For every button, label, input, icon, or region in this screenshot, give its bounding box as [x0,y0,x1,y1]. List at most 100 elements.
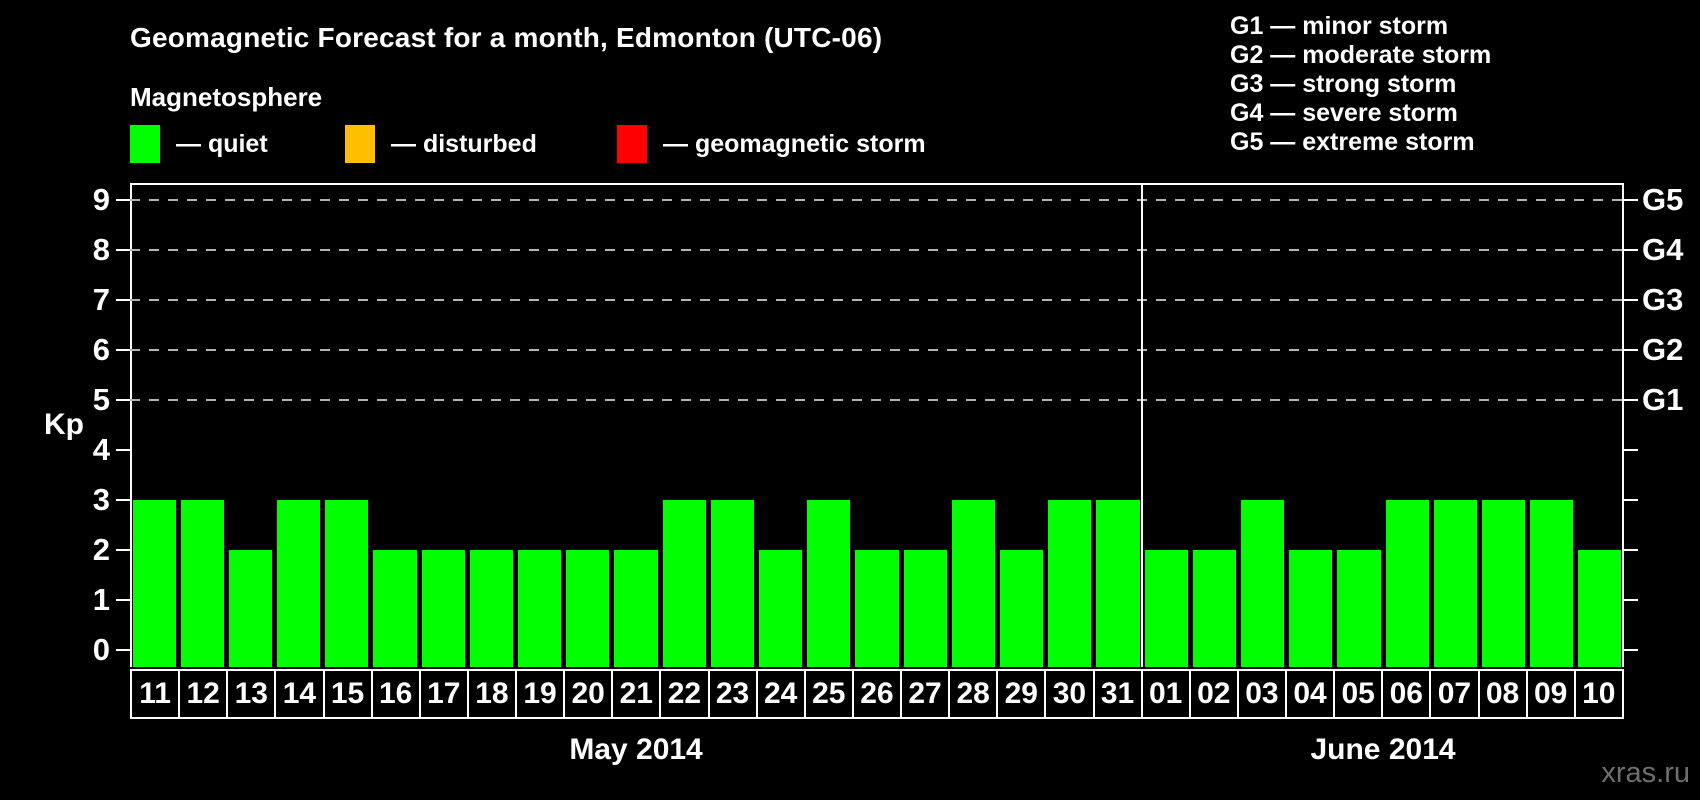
plot-area [130,183,1624,667]
day-label: 28 [948,669,999,719]
storm-scale-line-g5: G5 — extreme storm [1230,128,1475,156]
axis-tick-kp-7 [116,299,130,301]
kp-bar-may-26 [855,550,899,667]
day-label: 23 [707,669,758,719]
day-label: 08 [1477,669,1528,719]
axis-tick-kp-5 [116,399,130,401]
kp-bar-may-27 [903,550,947,667]
kp-bar-june-04 [1289,550,1333,667]
kp-bar-may-18 [469,550,514,667]
geomagnetic-storm-label: — geomagnetic storm [663,129,926,158]
kp-bar-june-02 [1192,550,1236,667]
day-label: 21 [611,669,662,719]
kp-bar-may-12 [180,500,224,667]
axis-tick-kp-3 [1624,499,1638,501]
day-label: 09 [1525,669,1576,719]
geomagnetic-storm-color-swatch [617,125,647,163]
day-label: 01 [1140,669,1191,719]
axis-tick-kp-3 [116,499,130,501]
day-label: 25 [803,669,854,719]
gridline-kp-5 [130,399,1624,401]
legend-item-geomagnetic-storm: — geomagnetic storm [617,124,926,164]
kp-bar-may-20 [566,550,610,667]
day-label: 02 [1188,669,1239,719]
kp-bar-may-22 [662,500,706,667]
day-label: 29 [996,669,1047,719]
kp-bar-june-01 [1144,550,1188,667]
y-tick-label-9: 9 [92,182,110,217]
day-label: 31 [1092,669,1143,719]
axis-tick-kp-6 [116,349,130,351]
gridline-kp-8 [130,249,1624,251]
kp-bar-june-09 [1530,500,1574,667]
y-axis-title: Kp [44,408,84,441]
kp-bar-may-30 [1048,500,1092,667]
axis-tick-kp-0 [1624,649,1638,651]
day-label: 27 [900,669,951,719]
kp-bar-june-10 [1578,550,1622,667]
kp-bar-may-16 [373,550,417,667]
day-label: 16 [370,669,421,719]
y-tick-label-8: 8 [92,232,110,267]
kp-bar-june-07 [1433,500,1477,667]
y-tick-label-0: 0 [92,632,110,667]
chart-title: Geomagnetic Forecast for a month, Edmont… [130,22,883,53]
quiet-color-swatch [130,125,160,163]
disturbed-label: — disturbed [391,129,537,158]
g-scale-label-g2: G2 [1642,332,1684,367]
kp-bar-may-13 [228,550,273,667]
day-label: 30 [1044,669,1095,719]
day-label: 24 [755,669,806,719]
legend-item-disturbed: — disturbed [345,124,537,164]
day-label: 03 [1236,669,1287,719]
kp-bar-may-19 [518,550,562,667]
day-label: 14 [274,669,325,719]
axis-tick-kp-4 [116,449,130,451]
kp-bar-may-29 [999,550,1044,667]
month-label-june: June 2014 [1310,733,1456,766]
day-label: 19 [515,669,566,719]
y-tick-label-7: 7 [92,282,110,317]
legend-item-quiet: — quiet [130,124,268,164]
day-label: 22 [659,669,710,719]
storm-scale-line-g1: G1 — minor storm [1230,12,1449,40]
y-tick-label-3: 3 [92,482,110,517]
storm-scale-line-g3: G3 — strong storm [1230,70,1457,98]
g-scale-label-g1: G1 [1642,382,1684,417]
quiet-label: — quiet [176,129,268,158]
day-label: 12 [178,669,229,719]
storm-scale-legend: G1 — minor storm G2 — moderate storm G3 … [1230,12,1491,157]
kp-bar-june-06 [1385,500,1429,667]
kp-bar-may-17 [421,550,465,667]
y-tick-label-2: 2 [92,532,110,567]
day-label: 13 [226,669,277,719]
axis-tick-kp-2 [1624,549,1638,551]
kp-bar-may-14 [277,500,321,667]
kp-bar-may-31 [1096,500,1140,667]
kp-bar-june-05 [1337,550,1381,667]
axis-tick-kp-7 [1624,299,1638,301]
day-label: 17 [418,669,469,719]
day-label: 07 [1429,669,1480,719]
axis-tick-kp-4 [1624,449,1638,451]
g-scale-label-g4: G4 [1642,232,1684,267]
axis-tick-kp-5 [1624,399,1638,401]
day-label: 26 [851,669,902,719]
axis-tick-kp-8 [1624,249,1638,251]
axis-tick-kp-1 [1624,599,1638,601]
kp-bar-may-15 [325,500,369,667]
legend-heading: Magnetosphere [130,82,323,112]
axis-tick-kp-9 [1624,199,1638,201]
g-scale-label-g5: G5 [1642,182,1684,217]
axis-tick-kp-0 [116,649,130,651]
y-tick-label-6: 6 [92,332,110,367]
day-label: 04 [1285,669,1336,719]
month-divider-line [1141,183,1144,667]
storm-scale-line-g2: G2 — moderate storm [1230,41,1492,69]
gridline-kp-6 [130,349,1624,351]
day-label: 20 [563,669,614,719]
axis-tick-kp-1 [116,599,130,601]
g-scale-label-g3: G3 [1642,282,1684,317]
axis-tick-kp-6 [1624,349,1638,351]
